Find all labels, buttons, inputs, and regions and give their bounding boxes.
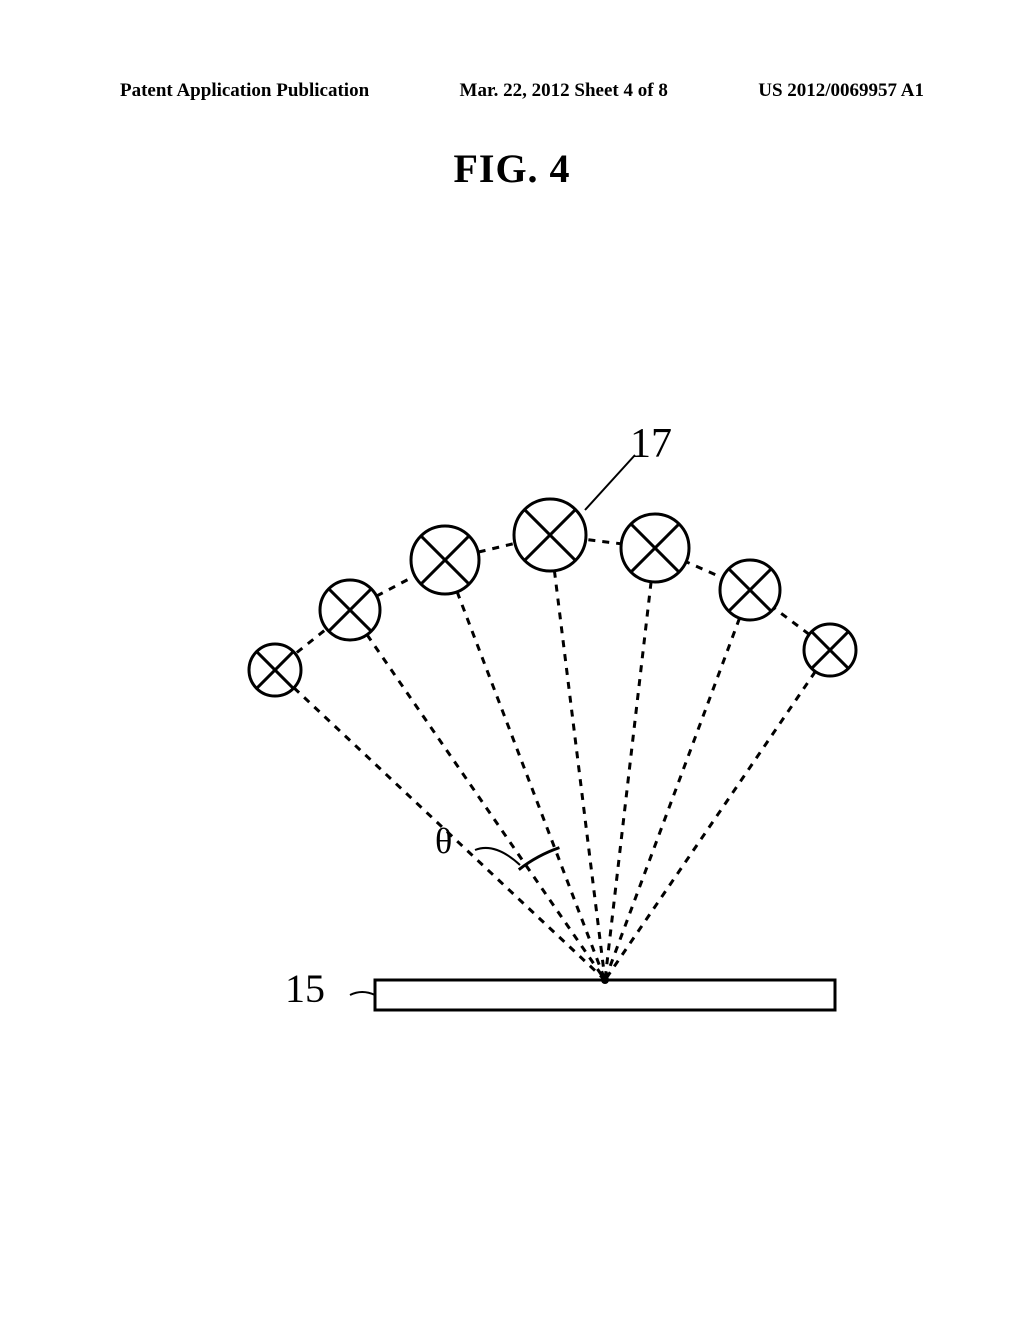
figure-title: FIG. 4 bbox=[0, 145, 1024, 192]
label-15: 15 bbox=[285, 965, 325, 1012]
label-17: 17 bbox=[630, 420, 672, 468]
figure-svg bbox=[175, 420, 935, 1060]
page-header: Patent Application Publication Mar. 22, … bbox=[0, 80, 1024, 102]
page: Patent Application Publication Mar. 22, … bbox=[0, 0, 1024, 1320]
header-left: Patent Application Publication bbox=[120, 80, 369, 102]
label-theta: θ bbox=[435, 820, 452, 862]
header-right: US 2012/0069957 A1 bbox=[758, 80, 924, 102]
figure-diagram bbox=[175, 420, 855, 1060]
header-mid: Mar. 22, 2012 Sheet 4 of 8 bbox=[460, 80, 668, 102]
